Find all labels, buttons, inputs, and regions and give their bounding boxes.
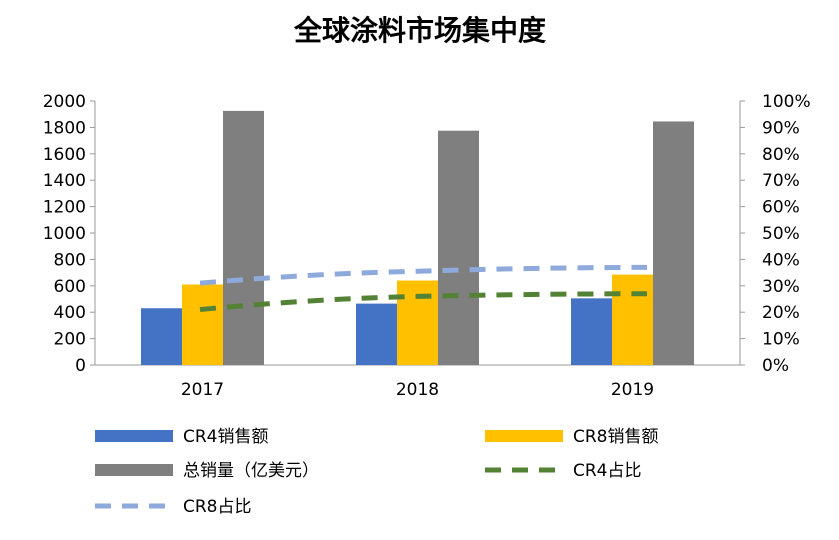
legend-label-5: CR8占比 [183, 497, 252, 517]
y-right-tick-label: 30% [762, 277, 800, 297]
y-right-tick-label: 100% [762, 92, 811, 112]
bar-1 [356, 303, 397, 365]
legend-swatch-2 [485, 430, 563, 442]
y-left-tick-label: 800 [54, 250, 86, 270]
bar-1 [141, 308, 182, 365]
y-left-tick-label: 200 [54, 330, 86, 350]
y-right-tick-label: 70% [762, 171, 800, 191]
legend-swatch-3 [95, 464, 173, 476]
x-tick-label: 2019 [611, 380, 654, 400]
bar-2 [397, 280, 438, 365]
y-left-axis: 0 200 400 600 800 1000 1200 1400 1600 1800 2000 [43, 92, 96, 376]
lines [199, 264, 648, 313]
y-right-axis: 0% 10% 20% 30% 40% 50% 60% 70% 80% 90% 100% [739, 92, 811, 376]
y-right-tick-label: 90% [762, 118, 800, 138]
bars [141, 110, 694, 366]
y-right-tick-label: 0% [762, 356, 789, 376]
bar-3 [223, 110, 264, 366]
legend-label-1: CR4销售额 [183, 427, 269, 447]
y-right-tick-label: 60% [762, 198, 800, 218]
x-tick-label: 2018 [396, 380, 439, 400]
bar-2 [612, 274, 653, 365]
y-left-tick-label: 600 [54, 277, 86, 297]
chart-title: 全球涂料市场集中度 [293, 14, 546, 47]
y-left-tick-label: 1000 [43, 224, 86, 244]
y-left-tick-label: 1800 [43, 118, 86, 138]
x-tick-label: 2017 [181, 380, 224, 400]
y-left-tick-label: 1600 [43, 145, 86, 165]
y-left-tick-label: 1200 [43, 198, 86, 218]
line-series-2 [199, 264, 648, 286]
y-left-tick-label: 2000 [43, 92, 86, 112]
bar-3 [653, 121, 694, 366]
y-left-tick-label: 0 [75, 356, 86, 376]
y-right-tick-label: 10% [762, 330, 800, 350]
legend-swatch-1 [95, 430, 173, 442]
y-right-tick-label: 40% [762, 250, 800, 270]
y-left-tick-label: 1400 [43, 171, 86, 191]
bar-1 [571, 298, 612, 365]
bar-2 [182, 284, 223, 365]
y-left-tick-label: 400 [54, 303, 86, 323]
line-series-1 [199, 291, 648, 313]
y-right-tick-label: 80% [762, 145, 800, 165]
legend-label-3: 总销量（亿美元） [183, 461, 319, 481]
legend-label-2: CR8销售额 [573, 427, 659, 447]
bar-3 [438, 130, 479, 365]
x-axis: 2017 2018 2019 [95, 364, 740, 400]
y-right-tick-label: 20% [762, 303, 800, 323]
legend-label-4: CR4占比 [573, 461, 642, 481]
y-right-tick-label: 50% [762, 224, 800, 244]
